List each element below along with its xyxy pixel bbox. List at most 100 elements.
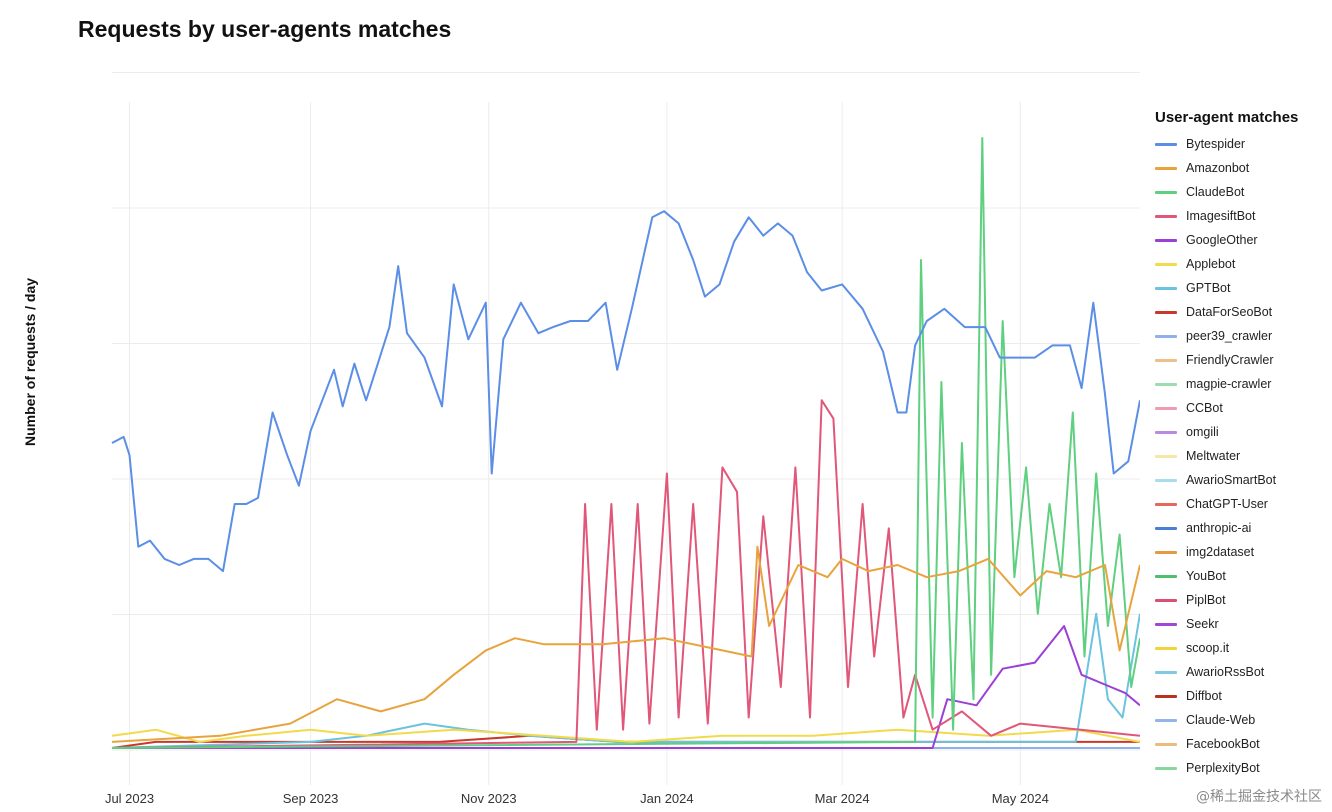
legend-label: PiplBot bbox=[1186, 593, 1226, 607]
legend-item[interactable]: ImagesiftBot bbox=[1155, 204, 1325, 228]
series-line-claudebot bbox=[111, 137, 1140, 749]
legend-swatch bbox=[1155, 166, 1177, 170]
legend-label: GPTBot bbox=[1186, 281, 1231, 295]
legend-swatch bbox=[1155, 382, 1177, 386]
legend-swatch bbox=[1155, 214, 1177, 218]
legend-label: CCBot bbox=[1186, 401, 1223, 415]
legend-item[interactable]: peer39_crawler bbox=[1155, 324, 1325, 348]
legend-item[interactable]: FacebookBot bbox=[1155, 732, 1325, 756]
legend-title: User-agent matches bbox=[1155, 109, 1299, 126]
watermark: @稀土掘金技术社区 bbox=[1196, 789, 1322, 805]
legend-swatch bbox=[1155, 190, 1177, 194]
x-tick-label: Sep 2023 bbox=[283, 791, 339, 806]
x-tick-label: Jul 2023 bbox=[105, 791, 154, 806]
x-tick-label: Mar 2024 bbox=[815, 791, 870, 806]
legend-swatch bbox=[1155, 598, 1177, 602]
legend-item[interactable]: Claude-Web bbox=[1155, 708, 1325, 732]
legend-label: scoop.it bbox=[1186, 641, 1230, 655]
legend-label: ChatGPT-User bbox=[1186, 497, 1268, 511]
legend-item[interactable]: Applebot bbox=[1155, 252, 1325, 276]
x-tick-label: Nov 2023 bbox=[461, 791, 517, 806]
legend-swatch bbox=[1155, 262, 1177, 266]
series-line-bytespider bbox=[111, 210, 1140, 573]
legend-item[interactable]: PerplexityBot bbox=[1155, 756, 1325, 780]
legend-item[interactable]: FriendlyCrawler bbox=[1155, 348, 1325, 372]
legend-swatch bbox=[1155, 526, 1177, 530]
legend-swatch bbox=[1155, 694, 1177, 698]
legend-swatch bbox=[1155, 286, 1177, 290]
legend-item[interactable]: anthropic-ai bbox=[1155, 516, 1325, 540]
legend-swatch bbox=[1155, 766, 1177, 770]
grid bbox=[112, 72, 1140, 785]
legend-item[interactable]: img2dataset bbox=[1155, 540, 1325, 564]
x-tick-label: Jan 2024 bbox=[640, 791, 694, 806]
legend-label: FriendlyCrawler bbox=[1186, 353, 1274, 367]
legend-item[interactable]: scoop.it bbox=[1155, 636, 1325, 660]
legend-item[interactable]: AwarioRssBot bbox=[1155, 660, 1325, 684]
legend-swatch bbox=[1155, 742, 1177, 746]
legend-label: ClaudeBot bbox=[1186, 185, 1245, 199]
legend-label: Applebot bbox=[1186, 257, 1236, 271]
line-chart: Jul 2023 Sep 2023 Nov 2023 Jan 2024 Mar 2024… bbox=[105, 72, 1140, 806]
legend-item[interactable]: GPTBot bbox=[1155, 276, 1325, 300]
legend-item[interactable]: PiplBot bbox=[1155, 588, 1325, 612]
legend-item[interactable]: AwarioSmartBot bbox=[1155, 468, 1325, 492]
legend-swatch bbox=[1155, 550, 1177, 554]
legend-swatch bbox=[1155, 238, 1177, 242]
legend-swatch bbox=[1155, 646, 1177, 650]
chart-title: Requests by user-agents matches bbox=[78, 16, 452, 42]
series-line-googleother bbox=[112, 625, 1140, 749]
legend-item[interactable]: Diffbot bbox=[1155, 684, 1325, 708]
legend-swatch bbox=[1155, 502, 1177, 506]
legend-label: peer39_crawler bbox=[1186, 329, 1273, 343]
legend-label: FacebookBot bbox=[1186, 737, 1260, 751]
legend-swatch bbox=[1155, 142, 1177, 146]
legend-swatch bbox=[1155, 670, 1177, 674]
legend-swatch bbox=[1155, 430, 1177, 434]
legend-item[interactable]: Amazonbot bbox=[1155, 156, 1325, 180]
legend-label: Meltwater bbox=[1186, 449, 1241, 463]
legend-item[interactable]: YouBot bbox=[1155, 564, 1325, 588]
legend-label: AwarioRssBot bbox=[1186, 665, 1265, 679]
series-line-imagesiftbot bbox=[111, 399, 1140, 749]
legend-items: Bytespider Amazonbot ClaudeBot ImagesiftBot… bbox=[1155, 132, 1325, 780]
legend-label: Claude-Web bbox=[1186, 713, 1256, 727]
series-lines bbox=[111, 137, 1140, 749]
legend-label: GoogleOther bbox=[1186, 233, 1258, 247]
legend-label: Diffbot bbox=[1186, 689, 1222, 703]
legend-label: ImagesiftBot bbox=[1186, 209, 1256, 223]
legend-item[interactable]: magpie-crawler bbox=[1155, 372, 1325, 396]
legend-item[interactable]: GoogleOther bbox=[1155, 228, 1325, 252]
legend-label: anthropic-ai bbox=[1186, 521, 1252, 535]
x-axis-ticks: Jul 2023 Sep 2023 Nov 2023 Jan 2024 Mar 2024… bbox=[105, 791, 1049, 806]
legend-label: PerplexityBot bbox=[1186, 761, 1260, 775]
legend-swatch bbox=[1155, 334, 1177, 338]
series-line-applebot bbox=[111, 728, 1140, 743]
legend: User-agent matches Bytespider Amazonbot Cl… bbox=[1155, 109, 1325, 780]
legend-label: Seekr bbox=[1186, 617, 1219, 631]
legend-label: magpie-crawler bbox=[1186, 377, 1272, 391]
legend-item[interactable]: Bytespider bbox=[1155, 132, 1325, 156]
legend-swatch bbox=[1155, 454, 1177, 458]
legend-item[interactable]: DataForSeoBot bbox=[1155, 300, 1325, 324]
legend-swatch bbox=[1155, 358, 1177, 362]
legend-item[interactable]: omgili bbox=[1155, 420, 1325, 444]
legend-item[interactable]: ClaudeBot bbox=[1155, 180, 1325, 204]
legend-swatch bbox=[1155, 478, 1177, 482]
legend-item[interactable]: Seekr bbox=[1155, 612, 1325, 636]
legend-label: omgili bbox=[1186, 425, 1219, 439]
series-line-amazonbot bbox=[111, 545, 1140, 743]
x-tick-label: May 2024 bbox=[992, 791, 1049, 806]
legend-item[interactable]: Meltwater bbox=[1155, 444, 1325, 468]
legend-item[interactable]: CCBot bbox=[1155, 396, 1325, 420]
legend-label: Bytespider bbox=[1186, 137, 1246, 151]
legend-swatch bbox=[1155, 406, 1177, 410]
legend-item[interactable]: ChatGPT-User bbox=[1155, 492, 1325, 516]
legend-label: Amazonbot bbox=[1186, 161, 1250, 175]
legend-label: AwarioSmartBot bbox=[1186, 473, 1277, 487]
legend-label: YouBot bbox=[1186, 569, 1226, 583]
legend-swatch bbox=[1155, 718, 1177, 722]
legend-swatch bbox=[1155, 622, 1177, 626]
legend-swatch bbox=[1155, 310, 1177, 314]
legend-swatch bbox=[1155, 574, 1177, 578]
